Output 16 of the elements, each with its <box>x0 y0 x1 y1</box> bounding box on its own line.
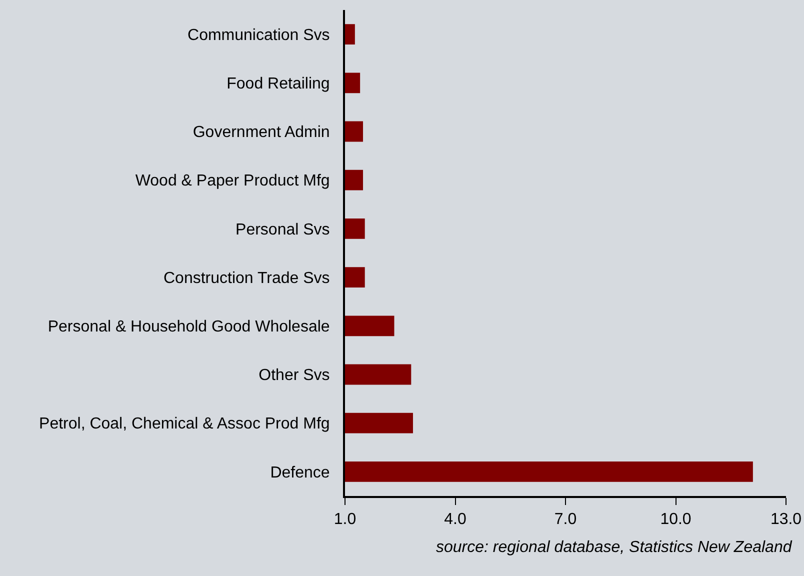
y-tick-label: Food Retailing <box>226 76 330 92</box>
y-tick-label: Personal & Household Good Wholesale <box>48 318 330 336</box>
y-tick-label: Communication Svs <box>188 26 330 44</box>
x-tick-label: 7.0 <box>554 511 577 528</box>
x-tick-label: 13.0 <box>770 511 802 528</box>
y-tick-label: Petrol, Coal, Chemical & Assoc Prod Mfg <box>39 416 330 433</box>
x-tick-label: 4.0 <box>444 511 466 528</box>
y-tick-label: Personal Svs <box>236 221 330 238</box>
y-tick-label: Defence <box>270 464 330 482</box>
y-tick-label: Wood & Paper Product Mfg <box>135 172 330 190</box>
x-tick-label: 10.0 <box>660 511 692 528</box>
y-tick-label: Other Svs <box>258 367 330 384</box>
source-note: source: regional database, Statistics New Zealand <box>436 539 793 556</box>
y-tick-label: Government Admin <box>192 124 330 142</box>
y-tick-label: Construction Trade Svs <box>164 270 330 287</box>
x-tick-label: 1.0 <box>334 511 356 528</box>
